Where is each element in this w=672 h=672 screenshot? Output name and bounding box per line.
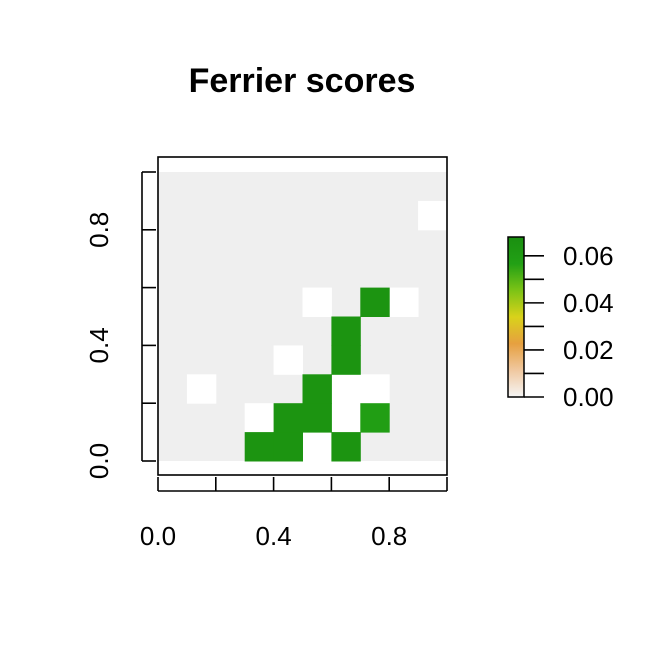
heatmap-cell [360, 403, 390, 433]
empty-cell [244, 403, 275, 433]
colorbar-tick-label: 0.04 [563, 288, 614, 318]
colorbar-tick-label: 0.02 [563, 335, 614, 365]
empty-cell [389, 287, 419, 317]
axes: 0.0 0.4 0.8 0.0 0.4 0.8 [84, 171, 448, 551]
colorbar-gradient [507, 236, 525, 398]
y-tick-label: 0.8 [84, 212, 114, 248]
heatmap-cell [302, 374, 332, 404]
empty-cell [273, 345, 303, 375]
colorbar-tick-label: 0.00 [563, 382, 614, 412]
heatmap-cell [331, 432, 361, 462]
empty-cell [302, 432, 332, 462]
empty-cell [418, 200, 448, 231]
empty-cell [302, 287, 332, 317]
heatmap-cell [273, 432, 303, 462]
empty-cell [360, 374, 390, 404]
heatmap-cell [331, 345, 361, 375]
x-tick-label: 0.0 [140, 521, 176, 551]
y-tick-label: 0.0 [84, 443, 114, 479]
chart-title: Ferrier scores [189, 62, 416, 100]
colorbar: 0.00 0.02 0.04 0.06 [507, 236, 614, 412]
heatmap-cell [360, 287, 390, 317]
heatmap-cell [244, 432, 275, 462]
heatmap-cells [158, 172, 448, 462]
heatmap-cell [331, 316, 361, 346]
empty-cell [331, 374, 361, 404]
colorbar-tick-label: 0.06 [563, 241, 614, 271]
y-tick-label: 0.4 [84, 327, 114, 363]
x-tick-label: 0.8 [371, 521, 407, 551]
heatmap-cell [302, 403, 332, 433]
plot-frame [157, 156, 448, 476]
empty-cell [186, 374, 217, 404]
empty-cell [331, 403, 361, 433]
heatmap-cell [273, 403, 303, 433]
x-tick-label: 0.4 [256, 521, 292, 551]
